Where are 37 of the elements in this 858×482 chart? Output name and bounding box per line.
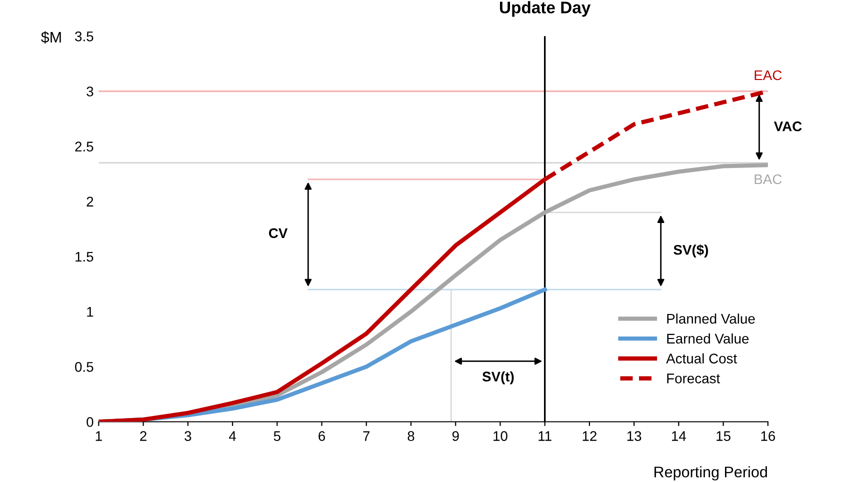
x-tick-label: 15 — [716, 431, 730, 441]
y-tick-label: 3 — [86, 86, 94, 96]
y-tick-label: 2.5 — [75, 142, 94, 152]
legend-label: Planned Value — [667, 313, 755, 324]
y-tick-label: 1 — [87, 307, 94, 317]
x-tick-label: 3 — [184, 431, 192, 441]
x-tick-label: 9 — [452, 431, 459, 441]
legend-label: Actual Cost — [666, 353, 738, 364]
x-tick-label: 7 — [363, 431, 370, 441]
annotation: CV — [268, 228, 288, 238]
x-tick-label: 1 — [96, 431, 102, 441]
y-tick-label: 2 — [86, 196, 94, 206]
y-tick-label: 1.5 — [76, 252, 94, 262]
x-tick-label: 16 — [761, 431, 776, 441]
y-tick-label: 3.5 — [75, 31, 94, 42]
legend-label: Earned Value — [667, 333, 749, 344]
ref-line-label: EAC — [754, 70, 782, 80]
x-tick-label: 8 — [408, 431, 414, 441]
x-tick-label: 6 — [318, 431, 325, 441]
y-tick-label: 0.5 — [75, 362, 94, 372]
x-tick-label: 10 — [494, 431, 508, 441]
x-tick-label: 12 — [582, 431, 596, 441]
x-tick-label: 4 — [228, 431, 236, 441]
x-tick-label: 11 — [538, 431, 552, 441]
x-axis-title: Reporting Period — [654, 466, 767, 480]
x-tick-label: 14 — [672, 431, 686, 441]
x-tick-label: 13 — [627, 431, 642, 441]
y-tick-label: 0 — [86, 417, 94, 427]
ref-line-label: BAC — [754, 174, 782, 184]
x-tick-label: 5 — [274, 431, 280, 441]
ref-line-label: Update Day — [500, 1, 591, 17]
annotation: SV(t) — [482, 371, 514, 384]
text: VAC — [774, 121, 802, 132]
y-axis-title: $M — [41, 31, 61, 44]
annotation: SV($) — [674, 244, 708, 258]
legend-label: Forecast — [667, 374, 720, 384]
x-tick-label: 2 — [140, 431, 146, 441]
